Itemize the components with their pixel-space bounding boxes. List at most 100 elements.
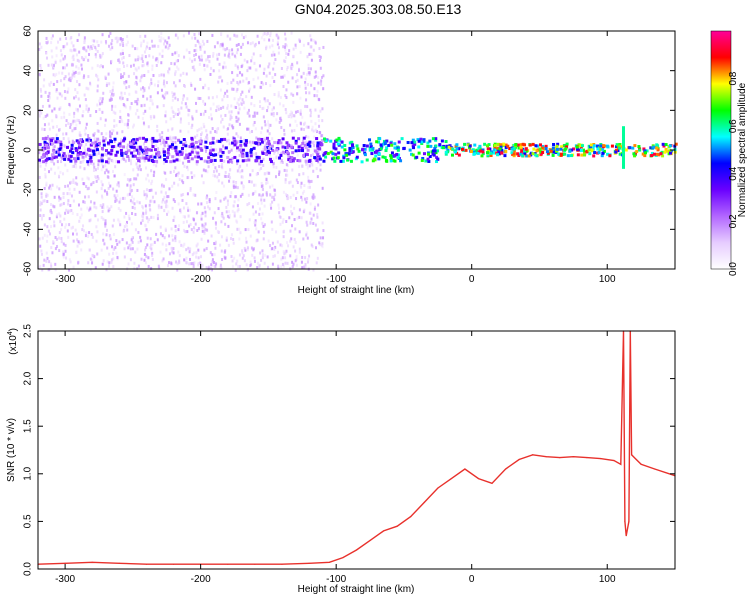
noise-cell xyxy=(306,166,309,170)
noise-cell xyxy=(174,51,177,55)
band-cell xyxy=(500,151,504,155)
noise-cell xyxy=(301,164,304,168)
noise-cell xyxy=(174,234,177,238)
noise-cell xyxy=(266,181,269,185)
spike-cell xyxy=(621,153,625,157)
noise-cell xyxy=(285,68,288,72)
band-cell xyxy=(638,148,642,152)
band-cell xyxy=(208,151,212,155)
noise-cell xyxy=(220,266,223,270)
noise-cell xyxy=(110,205,113,209)
noise-cell xyxy=(187,208,190,212)
noise-cell xyxy=(174,154,177,158)
noise-cell xyxy=(145,254,148,258)
noise-cell xyxy=(135,80,138,84)
noise-cell xyxy=(50,225,53,229)
noise-cell xyxy=(170,262,173,266)
noise-cell xyxy=(215,169,218,173)
noise-cell xyxy=(55,215,58,219)
band-cell xyxy=(382,142,386,146)
noise-cell xyxy=(89,218,92,222)
noise-cell xyxy=(273,198,276,202)
snr-point xyxy=(437,487,439,489)
noise-cell xyxy=(123,255,126,259)
noise-cell xyxy=(304,104,307,108)
noise-cell xyxy=(272,157,275,161)
band-cell xyxy=(90,141,94,145)
noise-cell xyxy=(199,96,202,100)
noise-cell xyxy=(205,201,208,205)
band-cell xyxy=(645,149,649,153)
noise-cell xyxy=(121,120,124,124)
noise-cell xyxy=(202,168,205,172)
noise-cell xyxy=(112,232,115,236)
noise-cell xyxy=(243,58,246,62)
noise-cell xyxy=(299,184,302,188)
noise-cell xyxy=(301,198,304,202)
noise-cell xyxy=(191,59,194,63)
noise-cell xyxy=(141,57,144,61)
noise-cell xyxy=(321,221,324,225)
noise-cell xyxy=(81,228,84,232)
noise-cell xyxy=(94,47,97,51)
noise-cell xyxy=(237,208,240,212)
noise-cell xyxy=(112,251,115,255)
figure-title: GN04.2025.303.08.50.E13 xyxy=(295,1,462,17)
noise-cell xyxy=(265,191,268,195)
band-cell xyxy=(469,149,473,153)
band-cell xyxy=(387,143,391,147)
noise-cell xyxy=(41,236,44,240)
noise-cell xyxy=(123,173,126,177)
noise-cell xyxy=(41,104,44,108)
band-cell xyxy=(472,149,476,153)
band-cell xyxy=(534,144,538,148)
noise-cell xyxy=(219,263,222,267)
noise-cell xyxy=(182,161,185,165)
noise-cell xyxy=(189,222,192,226)
noise-cell xyxy=(42,116,45,120)
noise-cell xyxy=(60,228,63,232)
noise-cell xyxy=(185,105,188,109)
band-cell xyxy=(512,149,516,153)
band-cell xyxy=(334,152,338,156)
band-cell xyxy=(64,154,68,158)
y-tick-label: 40 xyxy=(23,65,34,77)
band-cell xyxy=(211,136,215,140)
noise-cell xyxy=(97,177,100,181)
band-cell xyxy=(51,137,55,141)
noise-cell xyxy=(112,218,115,222)
noise-cell xyxy=(137,264,140,268)
noise-cell xyxy=(193,227,196,231)
noise-cell xyxy=(111,46,114,50)
noise-cell xyxy=(141,116,144,120)
noise-cell xyxy=(302,237,305,241)
band-cell xyxy=(279,141,283,145)
band-cell xyxy=(406,141,410,145)
noise-cell xyxy=(197,227,200,231)
noise-cell xyxy=(211,96,214,100)
noise-cell xyxy=(171,250,174,254)
noise-cell xyxy=(160,31,163,35)
noise-cell xyxy=(122,102,125,106)
noise-cell xyxy=(82,76,85,80)
band-cell xyxy=(652,145,656,149)
noise-cell xyxy=(312,268,315,272)
noise-cell xyxy=(105,228,108,232)
noise-cell xyxy=(162,257,165,261)
noise-cell xyxy=(128,192,131,196)
noise-cell xyxy=(70,76,73,80)
noise-cell xyxy=(316,175,319,179)
noise-cell xyxy=(134,81,137,85)
noise-cell xyxy=(303,265,306,269)
noise-cell xyxy=(179,73,182,77)
noise-cell xyxy=(93,132,96,136)
band-cell xyxy=(318,157,322,161)
band-cell xyxy=(59,143,63,147)
noise-cell xyxy=(202,99,205,103)
noise-cell xyxy=(210,66,213,70)
band-cell xyxy=(136,156,140,160)
noise-cell xyxy=(71,211,74,215)
noise-cell xyxy=(272,112,275,116)
noise-cell xyxy=(178,254,181,258)
noise-cell xyxy=(234,63,237,67)
